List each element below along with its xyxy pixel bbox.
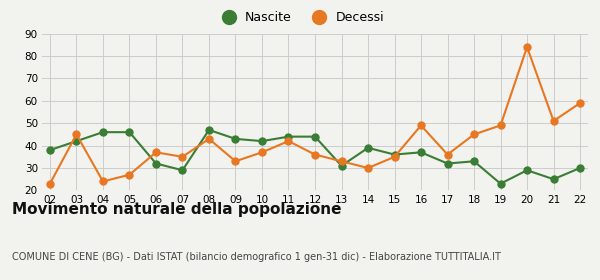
Legend: Nascite, Decessi: Nascite, Decessi [211, 6, 389, 29]
Nascite [73, 139, 80, 143]
Nascite [550, 178, 557, 181]
Decessi [550, 119, 557, 123]
Decessi [259, 151, 266, 154]
Nascite [577, 166, 584, 170]
Line: Nascite: Nascite [46, 127, 584, 187]
Decessi [418, 124, 425, 127]
Nascite [232, 137, 239, 141]
Nascite [311, 135, 319, 138]
Nascite [179, 169, 186, 172]
Decessi [444, 153, 451, 156]
Nascite [444, 162, 451, 165]
Decessi [577, 101, 584, 105]
Decessi [152, 151, 160, 154]
Decessi [73, 133, 80, 136]
Text: COMUNE DI CENE (BG) - Dati ISTAT (bilancio demografico 1 gen-31 dic) - Elaborazi: COMUNE DI CENE (BG) - Dati ISTAT (bilanc… [12, 252, 501, 262]
Decessi [285, 139, 292, 143]
Decessi [364, 166, 371, 170]
Decessi [470, 133, 478, 136]
Nascite [338, 164, 345, 167]
Nascite [523, 169, 530, 172]
Decessi [100, 180, 107, 183]
Nascite [391, 153, 398, 156]
Decessi [338, 160, 345, 163]
Nascite [100, 130, 107, 134]
Nascite [285, 135, 292, 138]
Nascite [259, 139, 266, 143]
Decessi [391, 155, 398, 158]
Decessi [497, 124, 504, 127]
Nascite [364, 146, 371, 150]
Line: Decessi: Decessi [46, 44, 584, 187]
Nascite [497, 182, 504, 185]
Nascite [470, 160, 478, 163]
Decessi [46, 182, 53, 185]
Nascite [126, 130, 133, 134]
Decessi [523, 45, 530, 49]
Nascite [46, 148, 53, 152]
Decessi [205, 137, 212, 141]
Nascite [205, 128, 212, 132]
Nascite [152, 162, 160, 165]
Decessi [311, 153, 319, 156]
Decessi [126, 173, 133, 176]
Text: Movimento naturale della popolazione: Movimento naturale della popolazione [12, 202, 341, 217]
Decessi [232, 160, 239, 163]
Nascite [418, 151, 425, 154]
Decessi [179, 155, 186, 158]
